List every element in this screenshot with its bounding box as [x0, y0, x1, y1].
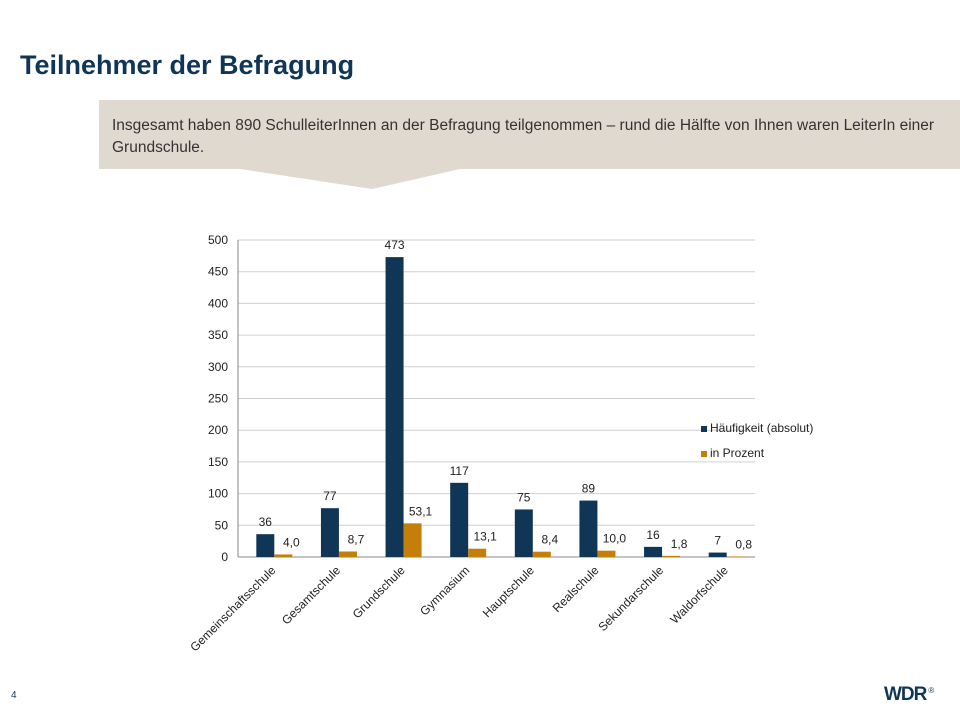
callout-box [99, 100, 960, 169]
data-label: 473 [385, 238, 405, 252]
data-label: 4,0 [283, 535, 300, 549]
registered-mark: ® [928, 685, 935, 695]
y-tick-label: 0 [221, 550, 228, 564]
bar-absolute [385, 257, 404, 557]
y-tick-label: 150 [208, 455, 228, 469]
bar-percent [338, 551, 357, 557]
data-label: 117 [450, 464, 469, 478]
bar-absolute [579, 500, 598, 557]
legend-swatch [701, 451, 707, 457]
data-label: 77 [323, 489, 337, 503]
data-label: 10,0 [603, 532, 627, 546]
data-label: 8,4 [541, 533, 558, 547]
page-title: Teilnehmer der Befragung [20, 50, 355, 80]
bar-absolute [514, 509, 533, 557]
y-tick-label: 400 [208, 296, 228, 310]
bar-absolute [320, 508, 339, 557]
bar-percent [597, 550, 616, 557]
y-tick-label: 350 [208, 328, 228, 342]
x-tick-label: Gemeinschaftsschule [187, 563, 278, 654]
page-number: 4 [11, 690, 17, 701]
y-tick-label: 250 [208, 392, 228, 406]
bar-absolute [256, 534, 275, 557]
data-label: 53,1 [409, 504, 433, 518]
bar-percent [274, 554, 293, 557]
x-tick-label: Gesamtschule [279, 563, 343, 627]
data-label: 89 [582, 482, 596, 496]
x-tick-label: Sekundarschule [595, 563, 666, 634]
data-label: 36 [259, 515, 273, 529]
legend-swatch [701, 426, 707, 432]
callout-pointer [240, 169, 460, 189]
bar-percent [726, 556, 745, 557]
y-tick-label: 300 [208, 360, 228, 374]
x-tick-label: Realschule [550, 563, 602, 615]
callout-text: Insgesamt haben 890 SchulleiterInnen an … [112, 117, 935, 156]
y-tick-label: 200 [208, 423, 228, 437]
bar-percent [662, 555, 681, 557]
y-tick-label: 500 [208, 233, 228, 247]
y-tick-label: 50 [215, 518, 229, 532]
bar-percent [468, 548, 487, 557]
logo-text: WDR [884, 684, 927, 705]
data-label: 0,8 [735, 537, 752, 551]
data-label: 8,7 [348, 532, 365, 546]
y-tick-label: 450 [208, 265, 228, 279]
bar-absolute [644, 546, 663, 557]
bar-absolute [450, 482, 469, 557]
x-tick-label: Hauptschule [480, 563, 537, 620]
bar-percent [403, 523, 422, 557]
bar-absolute [708, 552, 727, 557]
bar-percent [532, 551, 551, 557]
data-label: 7 [714, 534, 721, 548]
x-tick-label: Waldorfschule [667, 563, 731, 627]
data-label: 13,1 [474, 530, 498, 544]
data-label: 16 [646, 528, 660, 542]
data-label: 1,8 [671, 537, 688, 551]
wdr-logo: WDR ® [884, 684, 934, 706]
y-tick-label: 100 [208, 487, 228, 501]
x-tick-label: Grundschule [350, 563, 408, 621]
data-label: 75 [517, 490, 531, 504]
legend-label: Häufigkeit (absolut) [710, 421, 813, 435]
x-tick-label: Gymnasium [417, 563, 472, 618]
legend-label: in Prozent [710, 446, 765, 460]
